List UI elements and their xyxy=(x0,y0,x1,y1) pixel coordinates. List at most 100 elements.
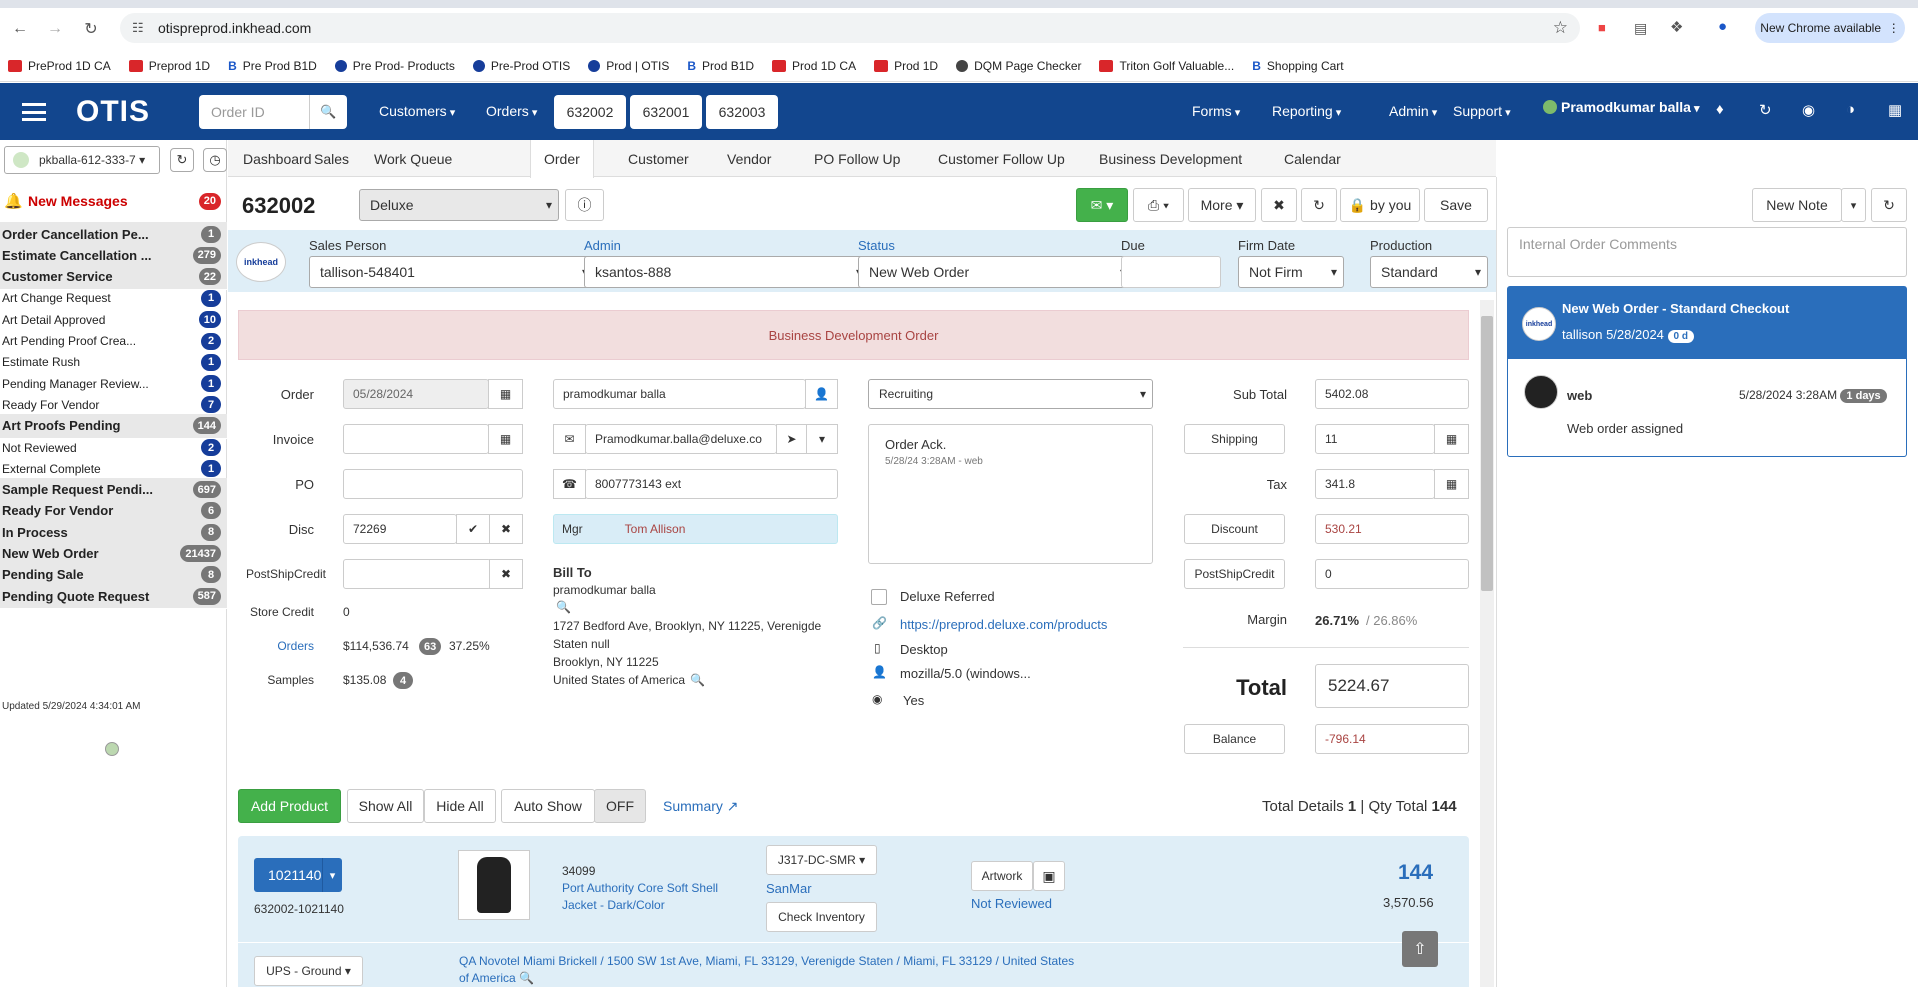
tab-vendor[interactable]: Vendor xyxy=(727,150,772,167)
forward-icon[interactable]: → xyxy=(47,20,63,37)
tab-dashboard[interactable]: Dashboard xyxy=(243,150,312,167)
extension-icon[interactable]: ■ xyxy=(1598,20,1606,35)
new-chrome-available-button[interactable]: New Chrome available ⋮ xyxy=(1755,13,1905,43)
vendor-code-button[interactable]: J317-DC-SMR ▾ xyxy=(766,845,877,875)
orders-menu[interactable]: Orders xyxy=(486,103,537,119)
user-icon[interactable]: 👤 xyxy=(805,379,838,409)
customers-menu[interactable]: Customers xyxy=(379,103,455,119)
search-icon[interactable]: 🔍 xyxy=(309,95,347,129)
bookmark-item[interactable]: Pre-Prod OTIS xyxy=(472,59,570,73)
check-inventory-button[interactable]: Check Inventory xyxy=(766,902,877,932)
shipping-input[interactable]: 11 xyxy=(1315,424,1435,454)
print-button[interactable]: ⎙ ▾ xyxy=(1133,188,1184,222)
refresh-icon[interactable]: ↻ xyxy=(170,148,194,172)
calculator-icon[interactable]: ▦ xyxy=(1434,469,1469,499)
tab-business-development[interactable]: Business Development xyxy=(1099,150,1243,167)
due-date-input[interactable] xyxy=(1121,256,1221,288)
bookmark-item[interactable]: B Prod B1D xyxy=(687,59,754,73)
chevron-down-icon[interactable]: ▾ xyxy=(322,858,342,892)
clear-icon[interactable]: ✖ xyxy=(489,559,523,589)
sidebar-queue-item[interactable]: In Process 8 xyxy=(0,520,227,546)
sales-person-select[interactable]: tallison-548401 xyxy=(309,256,595,288)
tab-customer[interactable]: Customer xyxy=(628,150,689,167)
url-bar[interactable]: ☷ otispreprod.inkhead.com ☆ xyxy=(120,13,1580,43)
tab-search-icon[interactable]: ▤ xyxy=(1634,20,1648,36)
globe-icon[interactable]: ◉ xyxy=(1802,102,1816,119)
reload-icon[interactable]: ↻ xyxy=(84,21,98,38)
bookmark-star-icon[interactable]: ☆ xyxy=(1552,18,1568,37)
check-icon[interactable]: ✔ xyxy=(456,514,490,544)
bookmark-item[interactable]: Prod | OTIS xyxy=(588,59,669,73)
sidebar-queue-item[interactable]: Art Proofs Pending 144 xyxy=(0,413,227,439)
firm-date-select[interactable]: Not Firm xyxy=(1238,256,1344,288)
sidebar-queue-item[interactable]: Sample Request Pendi... 697 xyxy=(0,477,227,503)
email-dropdown-icon[interactable]: ▾ xyxy=(806,424,838,454)
tax-input[interactable]: 341.8 xyxy=(1315,469,1435,499)
calendar-icon[interactable]: ▦ xyxy=(1888,102,1903,119)
artwork-button[interactable]: Artwork xyxy=(971,861,1033,891)
clock-icon[interactable]: ◷ xyxy=(203,148,227,172)
production-select[interactable]: Standard xyxy=(1370,256,1488,288)
site-info-icon[interactable]: ☷ xyxy=(132,20,144,35)
sidebar-queue-item[interactable]: Ready For Vendor 7 xyxy=(0,392,227,417)
bookmark-item[interactable]: Preprod 1D xyxy=(128,59,210,73)
auto-show-button[interactable]: Auto Show xyxy=(501,789,595,823)
bookmark-item[interactable]: DQM Page Checker xyxy=(956,59,1081,73)
balance-button[interactable]: Balance xyxy=(1184,724,1285,754)
brand-select[interactable]: Deluxe xyxy=(359,189,559,221)
calculator-icon[interactable]: ▦ xyxy=(1434,424,1469,454)
discount-input[interactable]: 530.21 xyxy=(1315,514,1469,544)
app-logo[interactable]: OTIS xyxy=(76,95,151,128)
balance-input[interactable]: -796.14 xyxy=(1315,724,1469,754)
recent-order-button[interactable]: 632002 xyxy=(554,95,626,129)
scrollbar-thumb[interactable] xyxy=(1481,316,1493,591)
more-button[interactable]: More ▾ xyxy=(1188,188,1256,222)
support-menu[interactable]: Support xyxy=(1453,103,1511,119)
product-image[interactable] xyxy=(458,850,530,920)
bookmark-item[interactable]: Triton Golf Valuable... xyxy=(1099,59,1234,73)
refresh-icon[interactable]: ↻ xyxy=(1871,188,1907,222)
sidebar-queue-item[interactable]: Art Pending Proof Crea... 2 xyxy=(0,329,227,354)
send-icon[interactable]: ➤ xyxy=(776,424,807,454)
postship-credit-button[interactable]: PostShipCredit xyxy=(1184,559,1285,589)
shipping-method-select[interactable]: UPS - Ground ▾ xyxy=(254,956,363,986)
search-icon[interactable]: 🔍 xyxy=(556,600,571,614)
sidebar-queue-item[interactable]: Estimate Rush 1 xyxy=(0,350,227,375)
status-select[interactable]: New Web Order xyxy=(858,256,1133,288)
product-name-line1[interactable]: Port Authority Core Soft Shell xyxy=(562,881,719,895)
new-note-button[interactable]: New Note xyxy=(1752,188,1842,222)
hamburger-menu-icon[interactable] xyxy=(22,103,46,121)
bookmark-item[interactable]: B Pre Prod B1D xyxy=(228,59,317,73)
hide-all-button[interactable]: Hide All xyxy=(424,789,496,823)
ship-address[interactable]: QA Novotel Miami Brickell / 1500 SW 1st … xyxy=(459,954,1075,968)
po-input[interactable] xyxy=(343,469,523,499)
postship-credit-input[interactable] xyxy=(343,559,491,589)
summary-link[interactable]: Summary ↗ xyxy=(663,798,739,815)
sidebar-queue-item[interactable]: Pending Sale 8 xyxy=(0,562,227,588)
bookmark-item[interactable]: Pre Prod- Products xyxy=(334,59,455,73)
search-icon[interactable]: 🔍 xyxy=(690,673,705,687)
sidebar-queue-item[interactable]: Order Cancellation Pe... 1 xyxy=(0,222,227,247)
email-button[interactable]: ✉ ▾ xyxy=(1076,188,1128,222)
sidebar-queue-item[interactable]: Ready For Vendor 6 xyxy=(0,498,227,524)
contact-email-input[interactable]: Pramodkumar.balla@deluxe.co xyxy=(585,424,777,454)
orders-link[interactable]: Orders xyxy=(277,639,314,653)
subtotal-input[interactable]: 5402.08 xyxy=(1315,379,1469,409)
show-all-button[interactable]: Show All xyxy=(347,789,424,823)
auto-show-toggle[interactable]: OFF xyxy=(594,789,646,823)
admin-select[interactable]: ksantos-888 xyxy=(584,256,869,288)
tag-icon[interactable]: ♦ xyxy=(1716,101,1724,118)
order-id-input[interactable]: Order ID xyxy=(199,95,309,129)
shipping-button[interactable]: Shipping xyxy=(1184,424,1285,454)
calendar-icon[interactable]: ▦ xyxy=(488,424,523,454)
source-select[interactable]: Recruiting xyxy=(868,379,1153,409)
profile-icon[interactable]: ● xyxy=(1718,18,1728,35)
disc-input[interactable]: 72269 xyxy=(343,514,457,544)
clear-icon[interactable]: ✖ xyxy=(489,514,523,544)
invoice-input[interactable] xyxy=(343,424,489,454)
info-icon[interactable]: ⓘ xyxy=(565,189,604,221)
tab-po-follow-up[interactable]: PO Follow Up xyxy=(814,150,901,167)
sidebar-queue-item[interactable]: Pending Quote Request 587 xyxy=(0,584,227,610)
scroll-to-top-button[interactable]: ⇧ xyxy=(1402,931,1438,967)
sidebar-queue-item[interactable]: Not Reviewed 2 xyxy=(0,435,227,460)
